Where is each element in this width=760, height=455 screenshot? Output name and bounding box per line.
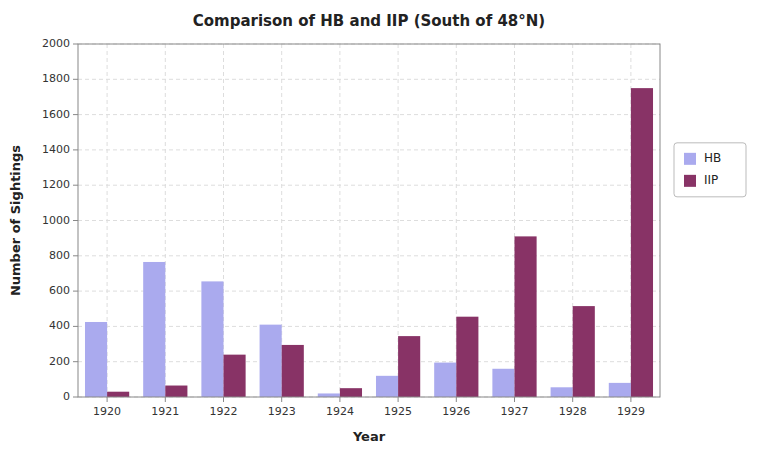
bar	[260, 325, 282, 397]
bar	[85, 322, 107, 397]
bar	[143, 262, 165, 397]
y-tick-label: 600	[49, 284, 70, 297]
x-tick	[398, 397, 399, 402]
y-tick	[73, 255, 78, 256]
x-tick	[223, 397, 224, 402]
x-tick-label: 1920	[93, 405, 121, 418]
y-tick	[73, 220, 78, 221]
x-tick	[514, 397, 515, 402]
y-tick	[73, 397, 78, 398]
x-tick-label: 1922	[210, 405, 238, 418]
y-tick	[73, 361, 78, 362]
x-tick	[572, 397, 573, 402]
grid	[78, 44, 660, 397]
bar	[107, 392, 129, 397]
x-tick-label: 1924	[326, 405, 354, 418]
y-tick-label: 2000	[42, 37, 70, 50]
y-tick-label: 200	[49, 355, 70, 368]
bar	[376, 376, 398, 397]
bar	[318, 393, 340, 397]
axes: 0 200 400 600 800 1000 1200 1400 1600 1800 2000 192…	[42, 37, 660, 418]
bar	[165, 386, 187, 397]
bar	[609, 383, 631, 397]
y-tick	[73, 185, 78, 186]
y-tick	[73, 291, 78, 292]
bars	[85, 88, 653, 397]
bar	[434, 363, 456, 397]
y-tick-label: 1600	[42, 108, 70, 121]
y-tick-label: 0	[63, 390, 70, 403]
y-tick-label: 800	[49, 249, 70, 262]
bar	[224, 355, 246, 397]
x-axis-label: Year	[352, 429, 386, 444]
x-tick	[107, 397, 108, 402]
x-tick-label: 1925	[384, 405, 412, 418]
x-tick	[165, 397, 166, 402]
x-tick-label: 1926	[442, 405, 470, 418]
y-tick	[73, 149, 78, 150]
x-tick	[456, 397, 457, 402]
x-tick	[630, 397, 631, 402]
legend-frame	[674, 143, 746, 197]
plot-frame	[78, 44, 660, 397]
y-tick	[73, 114, 78, 115]
legend-label: IIP	[704, 173, 718, 187]
bar	[515, 236, 537, 397]
bar	[340, 388, 362, 397]
bar	[631, 88, 653, 397]
bar	[398, 336, 420, 397]
legend-swatch	[684, 153, 696, 165]
legend-label: HB	[704, 151, 721, 165]
y-tick-label: 1200	[42, 178, 70, 191]
x-tick-label: 1921	[151, 405, 179, 418]
y-tick	[73, 44, 78, 45]
y-tick	[73, 326, 78, 327]
y-tick-label: 1000	[42, 214, 70, 227]
bar	[201, 281, 223, 397]
bar	[282, 345, 304, 397]
x-tick	[281, 397, 282, 402]
legend-swatch	[684, 175, 696, 187]
x-tick-label: 1929	[617, 405, 645, 418]
grid-line-x	[339, 44, 340, 397]
y-tick-label: 400	[49, 319, 70, 332]
y-tick	[73, 79, 78, 80]
y-tick-label: 1400	[42, 143, 70, 156]
bar	[492, 369, 514, 397]
x-tick	[339, 397, 340, 402]
bar	[551, 387, 573, 397]
title: Comparison of HB and IIP (South of 48°N)	[193, 12, 545, 30]
bar	[456, 317, 478, 397]
legend: HB IIP	[674, 143, 746, 197]
x-tick-label: 1927	[501, 405, 529, 418]
y-axis-label: Number of Sightings	[8, 145, 23, 296]
bar	[573, 306, 595, 397]
x-tick-label: 1928	[559, 405, 587, 418]
y-tick-label: 1800	[42, 72, 70, 85]
x-tick-label: 1923	[268, 405, 296, 418]
chart: 0 200 400 600 800 1000 1200 1400 1600 1800 2000 192…	[0, 0, 760, 455]
